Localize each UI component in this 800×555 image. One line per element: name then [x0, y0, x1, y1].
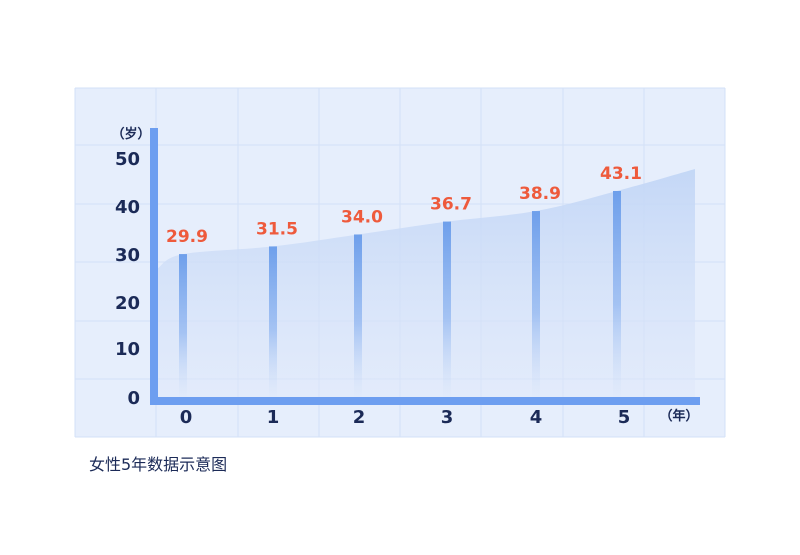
x-unit-label: （年） — [659, 408, 698, 424]
data-label: 36.7 — [430, 195, 472, 215]
x-tick-label: 4 — [530, 407, 543, 428]
y-tick-label: 40 — [115, 197, 140, 218]
bar-0 — [179, 254, 187, 397]
x-tick-label: 1 — [267, 407, 280, 428]
bar-4 — [532, 211, 540, 397]
data-label: 31.5 — [256, 219, 298, 239]
data-label: 38.9 — [519, 184, 561, 204]
y-tick-label: 30 — [115, 245, 140, 266]
x-tick-label: 0 — [180, 407, 193, 428]
trend-area — [158, 168, 695, 397]
y-tick-label: 10 — [115, 339, 140, 360]
x-tick-label: 3 — [441, 407, 454, 428]
y-tick-label: 20 — [115, 293, 140, 314]
x-tick-label: 5 — [618, 407, 631, 428]
data-label: 29.9 — [166, 227, 208, 247]
bar-1 — [269, 246, 277, 397]
bar-2 — [354, 234, 362, 397]
data-labels: 29.9 31.5 34.0 36.7 38.9 43.1 — [166, 164, 642, 247]
y-tick-labels: 0 10 20 30 40 50 — [115, 149, 140, 409]
y-tick-label: 0 — [127, 388, 140, 409]
bars — [179, 190, 621, 397]
y-unit-label: （岁） — [111, 126, 150, 142]
data-label: 43.1 — [600, 164, 642, 184]
y-axis-line — [150, 128, 158, 405]
chart-caption: 女性5年数据示意图 — [89, 455, 228, 474]
x-tick-labels: 0 1 2 3 4 5 — [180, 407, 631, 428]
x-tick-label: 2 — [353, 407, 366, 428]
x-axis-line — [150, 397, 700, 405]
y-tick-label: 50 — [115, 149, 140, 170]
bar-3 — [443, 221, 451, 397]
bar-5 — [613, 190, 621, 397]
data-label: 34.0 — [341, 207, 383, 227]
